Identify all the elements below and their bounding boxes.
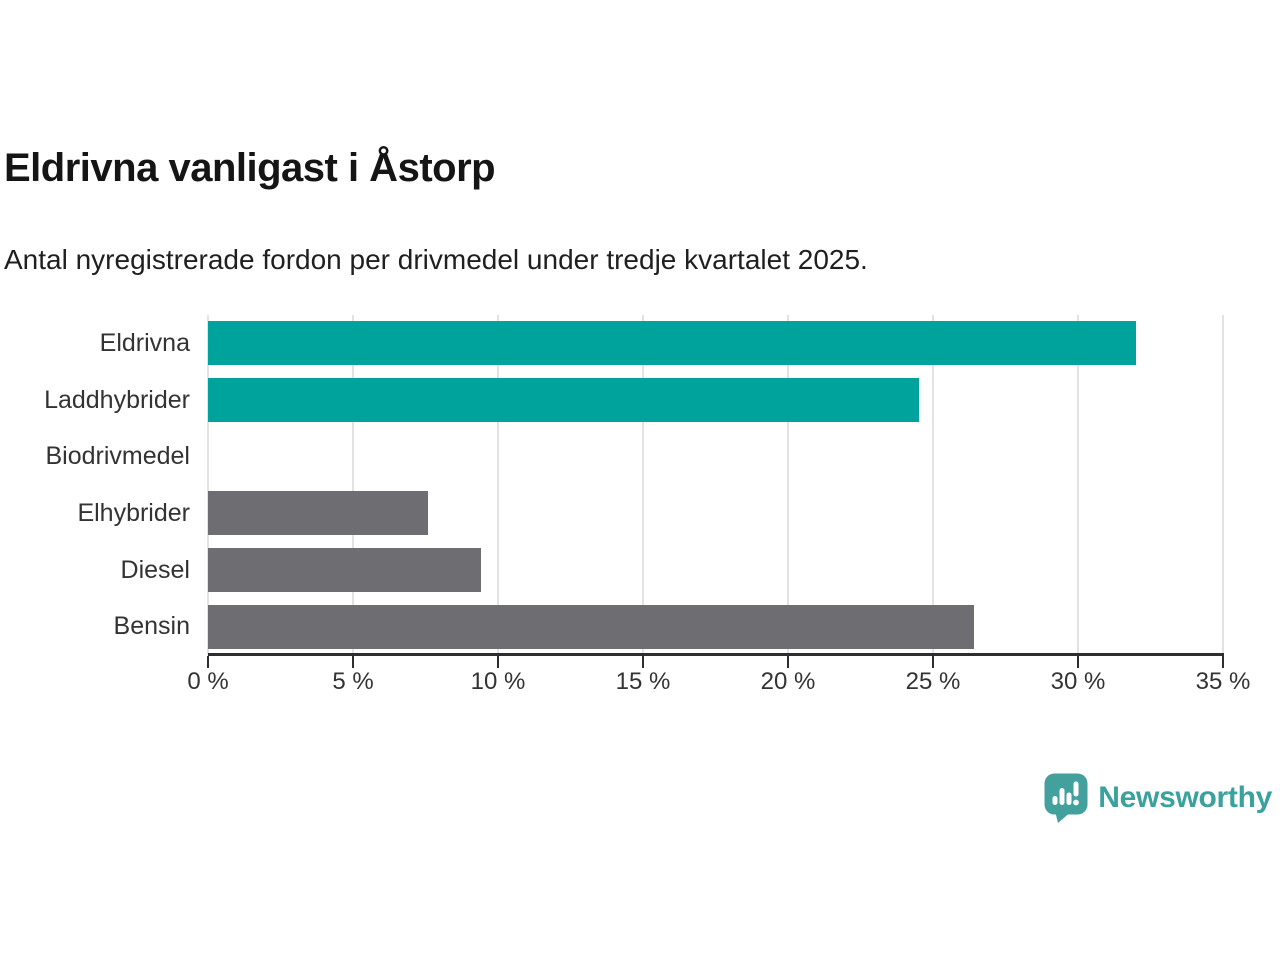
bar-eldrivna	[208, 321, 1136, 366]
gridline	[497, 315, 499, 655]
x-tick-mark	[207, 656, 209, 668]
bar-diesel	[208, 548, 481, 592]
x-tick-label: 0 %	[187, 668, 229, 695]
bar-bensin	[208, 604, 974, 649]
y-axis-labels: Eldrivna Laddhybrider Biodrivmedel Elhybrid…	[0, 315, 190, 655]
x-tick-mark	[642, 656, 644, 668]
gridline	[932, 315, 934, 655]
plot-area	[207, 315, 1224, 656]
gridline	[1222, 315, 1224, 655]
category-label: Bensin	[113, 612, 190, 641]
x-tick-label: 20 %	[760, 668, 816, 695]
x-tick-mark	[497, 656, 499, 668]
category-label: Laddhybrider	[44, 385, 190, 414]
bar-elhybrider	[208, 491, 429, 536]
x-tick-label: 5 %	[332, 668, 374, 695]
gridline	[1077, 315, 1079, 655]
chart-title: Eldrivna vanligast i Åstorp	[4, 146, 496, 190]
x-tick-label: 15 %	[615, 668, 671, 695]
bar-laddhybrider	[208, 378, 919, 422]
chart-subtitle: Antal nyregistrerade fordon per drivmede…	[4, 244, 868, 275]
gridline	[642, 315, 644, 655]
x-tick-label: 25 %	[905, 668, 961, 695]
category-label: Diesel	[120, 555, 190, 584]
category-label: Elhybrider	[77, 498, 190, 527]
x-tick-label: 10 %	[470, 668, 526, 695]
x-tick-mark	[932, 656, 934, 668]
x-axis-ticks: 0 % 5 % 10 % 15 % 20 % 25 % 30 % 35 %	[187, 656, 1268, 706]
x-tick-mark	[1077, 656, 1079, 668]
x-tick-label: 35 %	[1195, 668, 1251, 695]
newsworthy-logo: Newsworthy	[1044, 772, 1272, 824]
gridline	[207, 315, 209, 655]
x-tick-mark	[787, 656, 789, 668]
brand-name: Newsworthy	[1098, 781, 1272, 814]
gridline	[787, 315, 789, 655]
category-label: Biodrivmedel	[45, 442, 190, 471]
x-tick-mark	[1222, 656, 1224, 668]
newsworthy-speech-bubble-chart-icon	[1044, 773, 1088, 823]
gridline	[352, 315, 354, 655]
x-tick-label: 30 %	[1050, 668, 1106, 695]
x-tick-mark	[352, 656, 354, 668]
category-label: Eldrivna	[99, 329, 190, 357]
x-axis-line	[208, 653, 1224, 656]
